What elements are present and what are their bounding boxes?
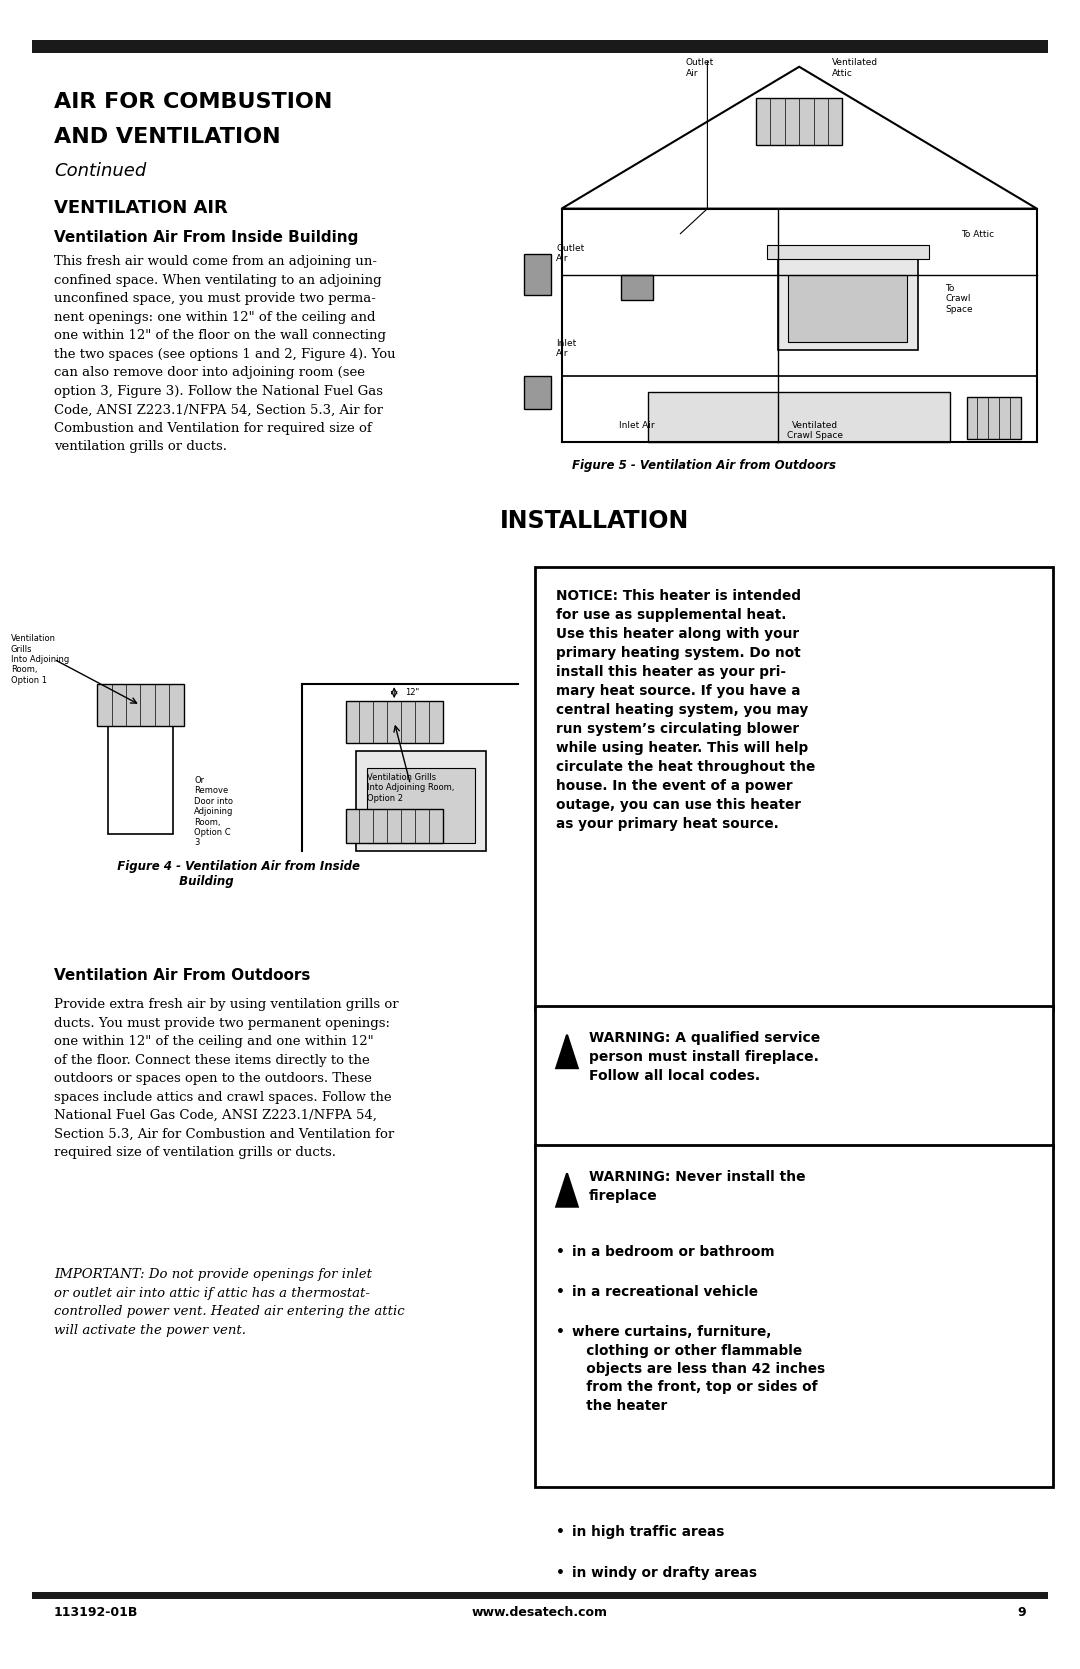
Bar <box>648 392 950 442</box>
Text: Outlet
Air: Outlet Air <box>556 244 584 264</box>
Bar <box>346 809 443 843</box>
Text: WARNING: A qualified service
person must install fireplace.
Follow all local cod: WARNING: A qualified service person must… <box>589 1031 820 1083</box>
Text: •: • <box>556 1566 565 1579</box>
Polygon shape <box>562 67 1037 209</box>
Text: www.desatech.com: www.desatech.com <box>472 1606 608 1619</box>
Bar <box>524 254 551 295</box>
Text: •: • <box>556 1285 565 1298</box>
Text: WARNING: Never install the
fireplace: WARNING: Never install the fireplace <box>589 1170 806 1203</box>
Polygon shape <box>556 1173 578 1207</box>
Text: Ventilated
Crawl Space: Ventilated Crawl Space <box>787 421 843 441</box>
Bar <box>756 98 842 145</box>
Bar <box>97 684 184 726</box>
Text: •: • <box>556 1525 565 1539</box>
Bar <box>767 245 929 259</box>
Bar <box>108 718 173 834</box>
Text: Ventilation Air From Outdoors: Ventilation Air From Outdoors <box>54 968 310 983</box>
Text: AIR FOR COMBUSTION: AIR FOR COMBUSTION <box>54 92 333 112</box>
Text: •: • <box>556 1325 565 1339</box>
Text: Ventilation
Grills
Into Adjoining
Room,
Option 1: Ventilation Grills Into Adjoining Room, … <box>11 634 69 684</box>
Text: To Attic: To Attic <box>961 230 995 239</box>
Text: 12": 12" <box>405 688 419 698</box>
Text: Ventilated
Attic: Ventilated Attic <box>832 58 878 78</box>
FancyBboxPatch shape <box>535 1145 1053 1487</box>
Bar <box>788 275 907 342</box>
Text: NOTICE: This heater is intended
for use as supplemental heat.
Use this heater al: NOTICE: This heater is intended for use … <box>556 589 815 831</box>
Text: Outlet
Air: Outlet Air <box>686 58 714 78</box>
Text: Continued: Continued <box>54 162 146 180</box>
Text: AND VENTILATION: AND VENTILATION <box>54 127 281 147</box>
Text: in a recreational vehicle: in a recreational vehicle <box>572 1285 758 1298</box>
Polygon shape <box>556 1035 578 1068</box>
Text: !: ! <box>565 1051 569 1061</box>
Text: This fresh air would come from an adjoining un-
confined space. When ventilating: This fresh air would come from an adjoin… <box>54 255 395 454</box>
Text: Figure 5 - Ventilation Air from Outdoors: Figure 5 - Ventilation Air from Outdoors <box>572 459 836 472</box>
FancyBboxPatch shape <box>535 1006 1053 1148</box>
Text: 113192-01B: 113192-01B <box>54 1606 138 1619</box>
Text: Inlet
Air: Inlet Air <box>556 339 577 359</box>
FancyBboxPatch shape <box>535 567 1053 1010</box>
Bar <box>367 768 475 843</box>
Text: in a bedroom or bathroom: in a bedroom or bathroom <box>572 1245 775 1258</box>
FancyBboxPatch shape <box>32 40 1048 53</box>
Text: INSTALLATION: INSTALLATION <box>499 509 689 532</box>
Bar <box>621 275 653 300</box>
Text: To
Crawl
Space: To Crawl Space <box>945 284 973 314</box>
Bar <box>346 701 443 743</box>
Text: !: ! <box>565 1190 569 1200</box>
Text: Ventilation Air From Inside Building: Ventilation Air From Inside Building <box>54 230 359 245</box>
Text: IMPORTANT: Do not provide openings for inlet
or outlet air into attic if attic h: IMPORTANT: Do not provide openings for i… <box>54 1268 405 1337</box>
Text: 9: 9 <box>1017 1606 1026 1619</box>
Bar <box>524 376 551 409</box>
Text: in windy or drafty areas: in windy or drafty areas <box>572 1566 757 1579</box>
Bar <box>967 397 1021 439</box>
Text: •: • <box>556 1245 565 1258</box>
Text: Or
Remove
Door into
Adjoining
Room,
Option C
3: Or Remove Door into Adjoining Room, Opti… <box>194 776 233 848</box>
Text: Inlet Air: Inlet Air <box>620 421 654 429</box>
Text: in high traffic areas: in high traffic areas <box>572 1525 725 1539</box>
Text: Ventilation Grills
Into Adjoining Room,
Option 2: Ventilation Grills Into Adjoining Room, … <box>367 773 455 803</box>
Text: Figure 4 - Ventilation Air from Inside
                         Building: Figure 4 - Ventilation Air from Inside B… <box>76 860 360 888</box>
Bar <box>356 751 486 851</box>
Text: VENTILATION AIR: VENTILATION AIR <box>54 199 228 217</box>
Text: Provide extra fresh air by using ventilation grills or
ducts. You must provide t: Provide extra fresh air by using ventila… <box>54 998 399 1158</box>
FancyBboxPatch shape <box>778 259 918 350</box>
FancyBboxPatch shape <box>32 1592 1048 1599</box>
Text: where curtains, furniture,
   clothing or other flammable
   objects are less th: where curtains, furniture, clothing or o… <box>572 1325 825 1412</box>
